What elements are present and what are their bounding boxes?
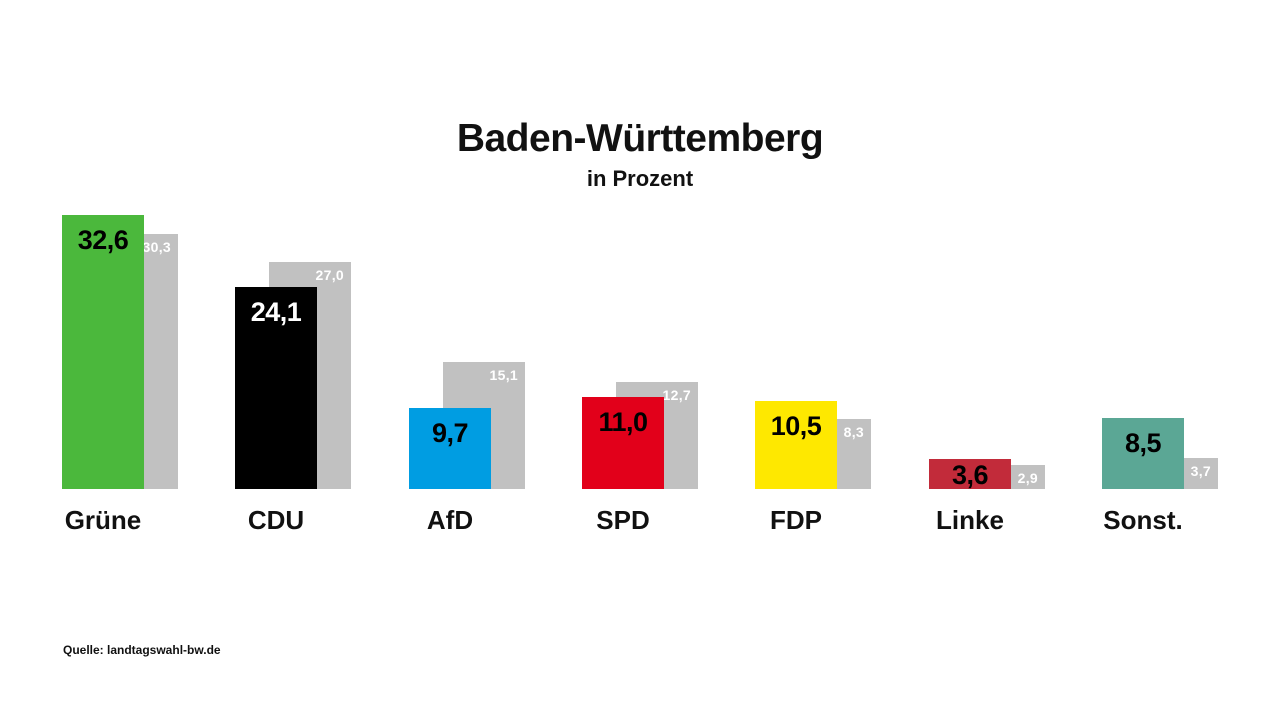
bar-chart: 30,3 32,6 Grüne 27,0 24,1 CDU 15,1 9,7 AfD 12,7 11… — [62, 209, 1220, 535]
afd-label: AfD — [426, 505, 474, 535]
bar-group-cdu: 27,0 24,1 CDU — [235, 209, 352, 535]
bar-group-grune: 30,3 32,6 Grüne — [62, 209, 179, 535]
grune-value: 32,6 — [77, 225, 129, 255]
sonst-label: Sonst. — [1103, 505, 1183, 535]
fdp-previous-value: 8,3 — [843, 424, 864, 440]
sonst-previous-value: 3,7 — [1190, 463, 1211, 479]
fdp-bar: 10,5 — [755, 401, 837, 489]
bar-group-linke: 2,9 3,6 Linke — [929, 209, 1046, 535]
grune-previous-value: 30,3 — [142, 239, 171, 255]
bar-group-sonst: 3,7 8,5 Sonst. — [1102, 209, 1219, 535]
grune-bar: 32,6 — [62, 215, 144, 489]
bar-group-spd: 12,7 11,0 SPD — [582, 209, 699, 535]
chart-title: Baden-Württemberg — [456, 117, 824, 160]
cdu-label: CDU — [247, 505, 305, 535]
linke-previous-value: 2,9 — [1017, 470, 1038, 486]
spd-label: SPD — [596, 505, 650, 535]
linke-value: 3,6 — [951, 460, 989, 490]
spd-bar: 11,0 — [582, 397, 664, 489]
grune-label: Grüne — [64, 505, 142, 535]
sonst-value: 8,5 — [1124, 428, 1162, 458]
afd-value: 9,7 — [431, 418, 469, 448]
afd-previous-value: 15,1 — [489, 367, 518, 383]
cdu-previous-value: 27,0 — [315, 267, 344, 283]
linke-bar: 3,6 — [929, 459, 1011, 490]
bar-group-fdp: 8,3 10,5 FDP — [755, 209, 872, 535]
chart-header: Baden-Württemberg in Prozent — [0, 117, 1280, 191]
bar-group-afd: 15,1 9,7 AfD — [409, 209, 526, 535]
cdu-value: 24,1 — [250, 297, 302, 327]
linke-label: Linke — [936, 505, 1004, 535]
sonst-bar: 8,5 — [1102, 418, 1184, 489]
fdp-label: FDP — [770, 505, 822, 535]
spd-value: 11,0 — [598, 407, 648, 437]
spd-previous-value: 12,7 — [662, 387, 691, 403]
fdp-value: 10,5 — [770, 411, 822, 441]
cdu-bar: 24,1 — [235, 287, 317, 489]
afd-bar: 9,7 — [409, 408, 491, 489]
chart-subtitle: in Prozent — [586, 165, 694, 191]
source-note: Quelle: landtagswahl-bw.de — [63, 643, 221, 657]
